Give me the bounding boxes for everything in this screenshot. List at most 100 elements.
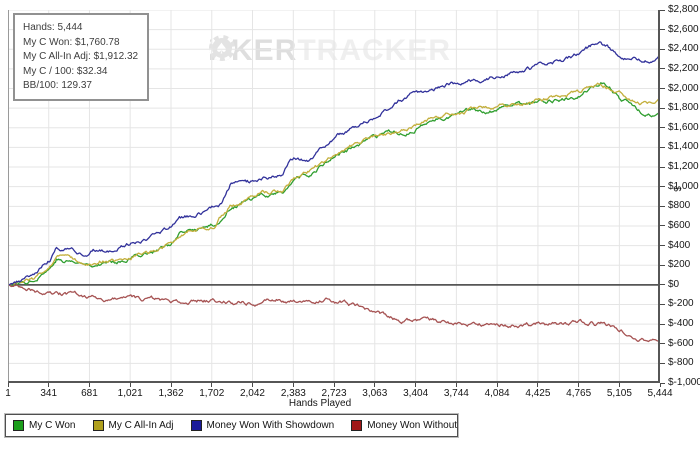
y-tick-label: $1,400 [668, 141, 699, 153]
y-tick-mark [660, 382, 665, 384]
info-line: My C Won: $1,760.78 [23, 36, 120, 48]
legend-label: Money Won Without Showdown [367, 420, 458, 431]
legend-item-money-won-with-showdown[interactable]: Money Won With Showdown [190, 420, 335, 431]
legend-item-my-c-all-in-adj[interactable]: My C All-In Adj [92, 420, 174, 431]
x-tick-mark [578, 383, 580, 387]
x-tick-mark [88, 383, 90, 387]
y-tick-label: $1,200 [668, 161, 699, 173]
y-tick-label: $2,400 [668, 43, 699, 55]
y-tick-label: $-200 [668, 298, 694, 310]
x-tick-label: 4,084 [484, 388, 510, 399]
legend-swatch [92, 420, 104, 431]
info-line: My C All-In Adj: $1,912.32 [23, 51, 139, 62]
svg-text:♠: ♠ [215, 40, 229, 58]
x-tick-label: 5,105 [606, 388, 632, 399]
y-tick-mark [660, 48, 665, 50]
y-tick-mark [660, 68, 665, 70]
x-tick-label: 341 [40, 388, 58, 399]
y-axis-title: $ [671, 186, 682, 192]
x-axis: 1 341 681 1,021 1,362 1,702 2,042 2,383 2,723 3,0… [5, 383, 673, 401]
x-tick-label: 5,444 [647, 388, 673, 399]
x-tick-label: 1,362 [158, 388, 184, 399]
watermark-text-ker: KER [231, 34, 298, 67]
x-tick-mark [129, 383, 131, 387]
x-tick-mark [251, 383, 253, 387]
x-tick-mark [415, 383, 417, 387]
x-tick-label: 1,702 [199, 388, 225, 399]
x-tick-mark [211, 383, 213, 387]
y-tick-mark [660, 362, 665, 364]
x-tick-label: 681 [81, 388, 98, 399]
y-tick-mark [660, 146, 665, 148]
x-tick-label: 3,744 [443, 388, 469, 399]
y-tick-label: $2,000 [668, 82, 699, 94]
x-tick-label: 2,383 [280, 388, 306, 399]
y-tick-mark [660, 303, 665, 305]
x-tick-label: 1,021 [117, 388, 143, 399]
x-tick-mark [618, 383, 620, 387]
y-tick-label: $800 [668, 200, 691, 212]
y-tick-label: $1,600 [668, 121, 699, 133]
x-tick-label: 4,425 [525, 388, 551, 399]
legend-swatch [190, 420, 202, 431]
y-tick-label: $-800 [668, 357, 694, 369]
series-line-money-won-with-showdown [8, 41, 660, 286]
x-tick-mark [496, 383, 498, 387]
y-tick-mark [660, 225, 665, 227]
stats-info-box: Hands: 5,444 My C Won: $1,760.78 My C All-… [13, 13, 150, 101]
x-tick-mark [333, 383, 335, 387]
x-tick-label: 4,765 [566, 388, 592, 399]
y-tick-mark [660, 88, 665, 90]
x-tick-label: 1 [5, 388, 11, 399]
plot-area[interactable]: P♠KERTRACKER Hands: 5,444 My C Won: $1,76… [8, 10, 660, 383]
legend-swatch [351, 420, 363, 431]
y-tick-label: $2,800 [668, 4, 699, 15]
y-tick-label: $200 [668, 259, 691, 271]
series-line-money-won-without-showdown [8, 284, 660, 343]
y-tick-label: $600 [668, 219, 691, 231]
y-tick-mark [660, 343, 665, 345]
pokertracker-watermark: P♠KERTRACKER [208, 34, 451, 68]
y-tick-label: $-600 [668, 337, 694, 349]
y-axis: $2,800 $2,600 $2,400 $2,200 $2,000 $1,800 $1,6… [660, 4, 700, 388]
y-tick-label: $400 [668, 239, 691, 251]
legend-swatch [13, 420, 24, 431]
x-tick-mark [537, 383, 539, 387]
x-tick-mark [455, 383, 457, 387]
y-tick-label: $0 [668, 278, 680, 290]
info-line: Hands: 5,444 [23, 22, 83, 33]
x-tick-mark [7, 383, 9, 387]
y-tick-label: $1,800 [668, 102, 699, 114]
x-tick-mark [292, 383, 294, 387]
x-tick-label: 2,042 [239, 388, 265, 399]
y-tick-label: $-1,000 [668, 377, 700, 388]
y-tick-mark [660, 205, 665, 207]
y-tick-mark [660, 264, 665, 266]
x-tick-label: 3,404 [403, 388, 429, 399]
y-tick-mark [660, 29, 665, 31]
x-axis-title: Hands Played [288, 398, 352, 409]
y-tick-label: $-400 [668, 318, 694, 330]
x-tick-mark [374, 383, 376, 387]
series-line-my-c-won [8, 82, 660, 286]
y-tick-mark [660, 186, 665, 188]
y-tick-mark [660, 9, 665, 11]
y-tick-mark [660, 284, 665, 286]
y-tick-mark [660, 245, 665, 247]
x-tick-mark [659, 383, 661, 387]
legend-item-my-c-won[interactable]: My C Won [13, 420, 76, 431]
watermark-text-tracker: TRACKER [297, 34, 452, 67]
legend-label: Money Won With Showdown [206, 420, 335, 431]
legend-label: My C All-In Adj [108, 420, 174, 431]
y-tick-label: $1,000 [668, 180, 699, 192]
x-tick-mark [170, 383, 172, 387]
legend-label: My C Won [29, 420, 76, 431]
legend-item-money-won-without-showdown[interactable]: Money Won Without Showdown [351, 420, 458, 431]
x-tick-label: 2,723 [321, 388, 347, 399]
x-tick-mark [48, 383, 50, 387]
legend: My C Won My C All-In Adj Money Won With Sh… [4, 413, 459, 438]
info-line: My C / 100: $32.34 [23, 65, 108, 77]
info-line: BB/100: 129.37 [23, 80, 92, 91]
x-tick-label: 3,063 [362, 388, 388, 399]
